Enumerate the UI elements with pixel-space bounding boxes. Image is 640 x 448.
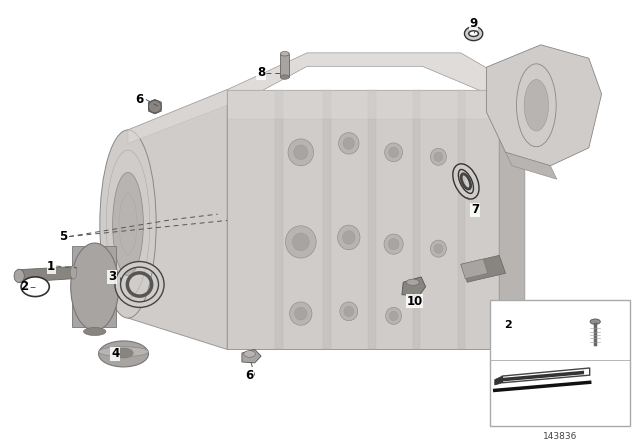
Text: 7: 7 [471,203,479,216]
Polygon shape [458,90,465,349]
Polygon shape [486,45,602,166]
Ellipse shape [280,75,289,79]
Bar [490,300,630,426]
Polygon shape [461,255,506,282]
Ellipse shape [524,80,548,131]
Ellipse shape [343,138,355,149]
Ellipse shape [292,233,309,251]
Ellipse shape [431,240,447,257]
Ellipse shape [388,239,399,250]
Ellipse shape [384,234,403,254]
Ellipse shape [288,139,314,166]
Ellipse shape [244,350,255,358]
Ellipse shape [280,52,289,56]
Text: 3: 3 [108,270,116,284]
Polygon shape [499,75,525,349]
Text: 6: 6 [136,93,143,106]
Text: 8: 8 [257,66,265,79]
Polygon shape [19,267,74,282]
Bar [280,54,289,77]
Ellipse shape [70,243,119,331]
Ellipse shape [83,327,106,336]
Ellipse shape [385,307,402,324]
Ellipse shape [99,341,148,367]
Text: 6: 6 [246,369,253,382]
Text: 2: 2 [20,280,28,293]
Ellipse shape [294,307,307,320]
Polygon shape [506,152,557,179]
Polygon shape [413,90,420,349]
Polygon shape [402,277,426,296]
Text: 10: 10 [406,294,423,308]
Ellipse shape [385,143,403,162]
Polygon shape [495,376,502,385]
Ellipse shape [289,302,312,325]
Polygon shape [502,370,584,381]
Ellipse shape [590,319,600,324]
Ellipse shape [294,145,308,160]
Ellipse shape [148,100,161,113]
Ellipse shape [340,302,358,321]
Ellipse shape [339,133,359,154]
Polygon shape [148,99,161,114]
Ellipse shape [338,225,360,250]
Ellipse shape [434,152,443,161]
Polygon shape [227,53,499,101]
Ellipse shape [342,231,355,244]
Text: 4: 4 [111,347,119,361]
Polygon shape [227,90,499,119]
Ellipse shape [100,130,156,318]
Polygon shape [368,90,376,349]
Polygon shape [227,90,499,349]
Text: 1: 1 [47,260,55,273]
Ellipse shape [406,279,419,285]
Circle shape [21,277,49,297]
Polygon shape [323,90,331,349]
Ellipse shape [431,148,447,165]
Polygon shape [461,259,488,279]
Ellipse shape [516,64,556,147]
Text: 5: 5 [59,230,67,243]
Ellipse shape [14,269,24,283]
Ellipse shape [434,244,443,253]
Ellipse shape [99,347,148,357]
Ellipse shape [389,311,398,320]
Ellipse shape [114,348,133,358]
Ellipse shape [285,226,316,258]
Polygon shape [128,90,227,143]
Polygon shape [72,246,116,327]
Text: 9: 9 [470,17,477,30]
Ellipse shape [70,266,77,279]
Ellipse shape [113,172,143,276]
Polygon shape [242,349,261,363]
Polygon shape [128,90,227,349]
Text: 143836: 143836 [543,432,577,441]
Ellipse shape [344,306,354,317]
Ellipse shape [388,147,399,158]
Text: 2: 2 [504,320,511,330]
Polygon shape [275,90,283,349]
